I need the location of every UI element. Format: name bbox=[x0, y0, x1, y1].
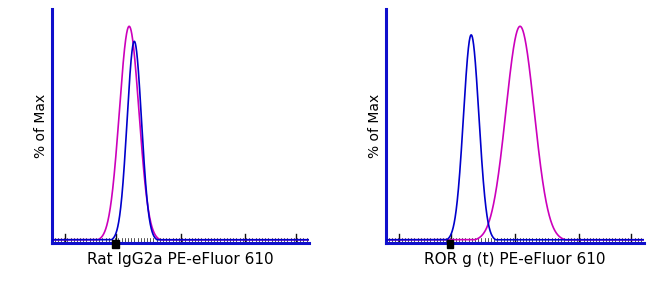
X-axis label: Rat IgG2a PE-eFluor 610: Rat IgG2a PE-eFluor 610 bbox=[87, 251, 274, 267]
X-axis label: ROR g (t) PE-eFluor 610: ROR g (t) PE-eFluor 610 bbox=[424, 251, 606, 267]
Y-axis label: % of Max: % of Max bbox=[368, 94, 382, 158]
Y-axis label: % of Max: % of Max bbox=[34, 94, 48, 158]
Bar bbox=[447, 240, 453, 248]
Bar bbox=[112, 240, 119, 248]
